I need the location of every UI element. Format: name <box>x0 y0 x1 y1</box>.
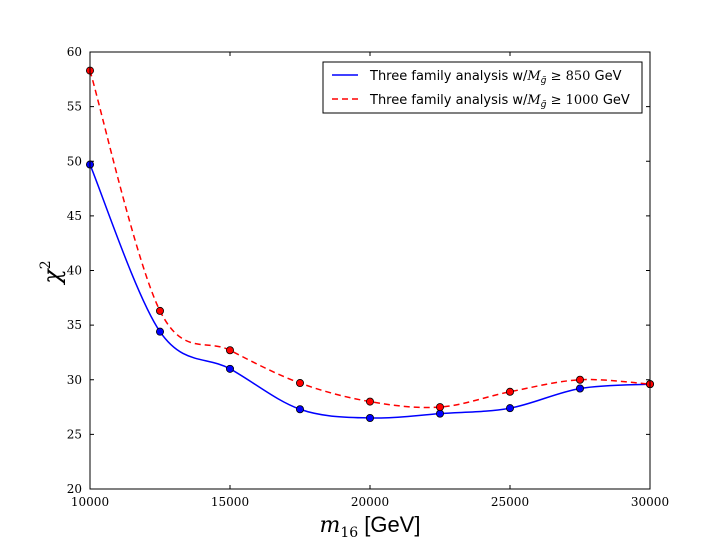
series-1-point <box>576 375 585 384</box>
series-0-point <box>576 384 585 393</box>
series-0-point <box>505 404 514 413</box>
x-tick-label: 15000 <box>211 495 249 509</box>
series-1-point <box>155 306 164 315</box>
y-tick-label: 20 <box>67 482 82 496</box>
legend-1000-prefix: Three family analysis w/ <box>369 93 528 108</box>
y-tick-label: 35 <box>67 318 82 332</box>
y-tick-label: 30 <box>67 373 82 387</box>
x-tick-label: 10000 <box>71 495 109 509</box>
y-tick-label: 55 <box>67 100 82 114</box>
x-axis-label-sub: 16 <box>340 525 358 541</box>
x-tick-label: 25000 <box>491 495 529 509</box>
legend-850-math: M <box>526 69 541 84</box>
axis-ticks <box>89 51 651 490</box>
x-tick-labels: 10000 15000 20000 25000 30000 <box>71 495 669 509</box>
legend-box <box>322 61 643 114</box>
y-axis-label-math: χ <box>38 268 66 286</box>
legend-1000-sub: g̃ <box>541 100 547 110</box>
y-tick-label: 60 <box>67 45 82 59</box>
series-1-point <box>505 387 514 396</box>
series-1-point <box>435 403 444 412</box>
series-line-1 <box>89 70 651 409</box>
legend-850-suffix: GeV <box>590 69 621 84</box>
legend: Three family analysis w/Mg̃ ≥ 850 GeV Th… <box>322 61 643 114</box>
x-axis-label: m16 [GeV] <box>320 512 421 541</box>
y-tick-label: 25 <box>67 427 82 441</box>
legend-850-rel: ≥ 850 <box>546 69 590 84</box>
series-1-point <box>225 346 234 355</box>
legend-1000-rel: ≥ 1000 <box>546 93 598 108</box>
legend-1000-suffix: GeV <box>599 93 630 108</box>
series-0-point <box>155 327 164 336</box>
x-axis-label-unit: [GeV] <box>364 512 420 537</box>
series-0-point <box>295 405 304 414</box>
y-tick-label: 50 <box>67 154 82 168</box>
y-axis-label-sup: 2 <box>38 260 54 269</box>
x-axis-label-math: m <box>320 513 341 538</box>
series-0-point <box>365 413 374 422</box>
series-0-point <box>435 409 444 418</box>
legend-entry-1000: Three family analysis w/Mg̃ ≥ 1000 GeV <box>369 93 630 110</box>
plot-frame <box>89 51 651 490</box>
legend-850-prefix: Three family analysis w/ <box>369 69 528 84</box>
x-tick-label: 20000 <box>351 495 389 509</box>
legend-entry-850: Three family analysis w/Mg̃ ≥ 850 GeV <box>369 69 622 86</box>
legend-1000-math: M <box>526 93 541 108</box>
series-1-point <box>365 397 374 406</box>
series-layer <box>86 66 655 422</box>
series-line-0 <box>89 164 651 419</box>
series-1-point <box>295 379 304 388</box>
legend-850-sub: g̃ <box>541 76 547 86</box>
x-tick-label: 30000 <box>631 495 669 509</box>
series-0-point <box>225 364 234 373</box>
y-tick-label: 40 <box>67 264 82 278</box>
y-tick-label: 45 <box>67 209 82 223</box>
y-tick-labels: 20 25 30 35 40 45 50 55 60 <box>67 45 82 496</box>
y-axis-label: χ2 <box>38 260 66 285</box>
